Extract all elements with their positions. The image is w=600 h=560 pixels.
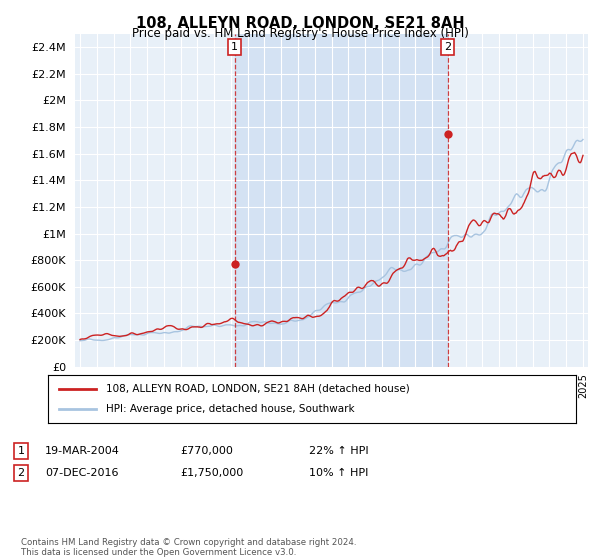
Text: 2: 2 <box>444 42 451 52</box>
Text: 2: 2 <box>17 468 25 478</box>
Text: 10% ↑ HPI: 10% ↑ HPI <box>309 468 368 478</box>
Text: 19-MAR-2004: 19-MAR-2004 <box>45 446 120 456</box>
Text: HPI: Average price, detached house, Southwark: HPI: Average price, detached house, Sout… <box>106 404 355 414</box>
Text: Contains HM Land Registry data © Crown copyright and database right 2024.
This d: Contains HM Land Registry data © Crown c… <box>21 538 356 557</box>
Text: 108, ALLEYN ROAD, LONDON, SE21 8AH: 108, ALLEYN ROAD, LONDON, SE21 8AH <box>136 16 464 31</box>
Text: £1,750,000: £1,750,000 <box>180 468 243 478</box>
Text: 22% ↑ HPI: 22% ↑ HPI <box>309 446 368 456</box>
Text: Price paid vs. HM Land Registry's House Price Index (HPI): Price paid vs. HM Land Registry's House … <box>131 27 469 40</box>
Text: 07-DEC-2016: 07-DEC-2016 <box>45 468 119 478</box>
Text: 1: 1 <box>231 42 238 52</box>
Text: 108, ALLEYN ROAD, LONDON, SE21 8AH (detached house): 108, ALLEYN ROAD, LONDON, SE21 8AH (deta… <box>106 384 410 394</box>
Text: 1: 1 <box>17 446 25 456</box>
Bar <box>235 34 448 367</box>
Text: £770,000: £770,000 <box>180 446 233 456</box>
